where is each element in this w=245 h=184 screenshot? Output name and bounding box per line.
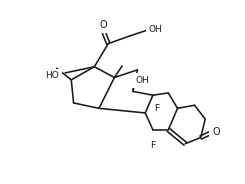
Text: F: F (154, 104, 159, 113)
Text: OH: OH (148, 25, 162, 34)
Text: O: O (99, 20, 107, 30)
Text: HO: HO (45, 71, 59, 80)
Text: OH: OH (135, 76, 149, 85)
Text: O: O (212, 127, 220, 137)
Text: F: F (150, 141, 156, 150)
